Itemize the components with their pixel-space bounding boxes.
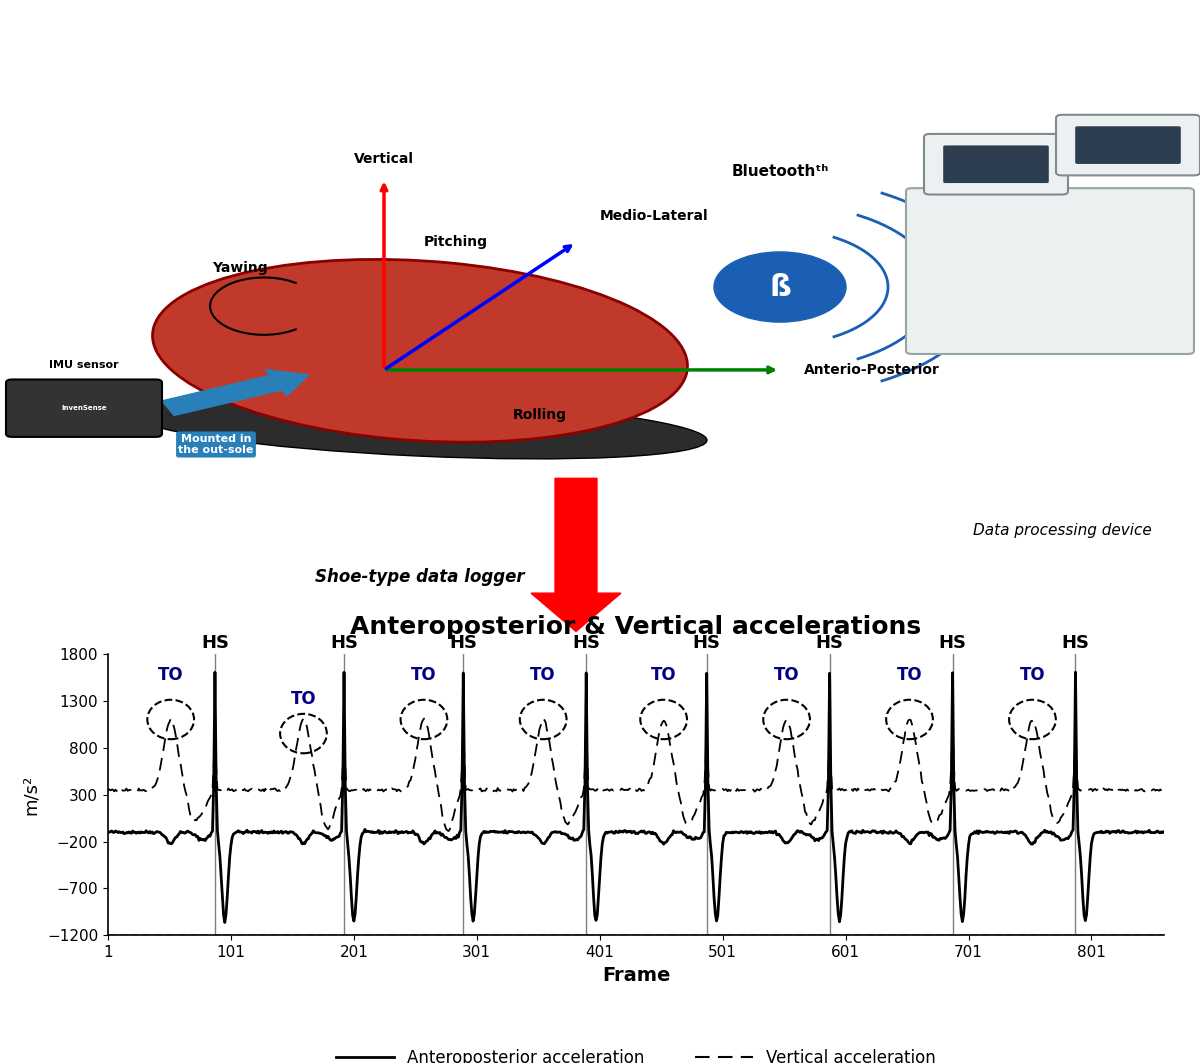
Vertical acceleration: [1157, 783, 1171, 796]
Text: TO: TO: [774, 665, 799, 684]
Text: Anterio-Posterior: Anterio-Posterior: [804, 362, 940, 377]
Anteroposterior acceleration: [206, 777, 221, 790]
Anteroposterior acceleration: [270, 825, 284, 838]
Circle shape: [714, 252, 846, 322]
Text: IMU sensor: IMU sensor: [49, 360, 119, 370]
Vertical acceleration: [442, 825, 456, 838]
Legend: Anteroposterior acceleration, Vertical acceleration: Anteroposterior acceleration, Vertical a…: [329, 1042, 943, 1063]
Text: HS: HS: [938, 634, 966, 652]
Line: Vertical acceleration: Vertical acceleration: [108, 719, 1164, 831]
Text: HS: HS: [449, 634, 478, 652]
Vertical acceleration: [416, 712, 431, 725]
Text: TO: TO: [650, 665, 677, 684]
Text: TO: TO: [412, 665, 437, 684]
Text: Vertical: Vertical: [354, 152, 414, 166]
Text: Data processing device: Data processing device: [973, 523, 1151, 538]
Vertical acceleration: [101, 783, 115, 796]
Vertical acceleration: [944, 758, 959, 771]
Text: TO: TO: [1020, 665, 1045, 684]
Vertical acceleration: [269, 783, 283, 796]
FancyBboxPatch shape: [1056, 115, 1200, 175]
Anteroposterior acceleration: [217, 916, 232, 929]
Line: Anteroposterior acceleration: Anteroposterior acceleration: [108, 672, 1164, 923]
Text: Rolling: Rolling: [514, 407, 568, 422]
Text: HS: HS: [816, 634, 844, 652]
FancyBboxPatch shape: [906, 188, 1194, 354]
FancyBboxPatch shape: [943, 146, 1049, 183]
Text: InvenSense: InvenSense: [61, 405, 107, 411]
Vertical acceleration: [782, 719, 797, 731]
Vertical acceleration: [275, 784, 289, 797]
Ellipse shape: [133, 395, 707, 459]
Text: HS: HS: [692, 634, 721, 652]
Text: HS: HS: [572, 634, 600, 652]
Text: TO: TO: [530, 665, 556, 684]
Vertical acceleration: [215, 783, 229, 796]
Text: Yawing: Yawing: [212, 260, 268, 275]
Title: Anteroposterior & Vertical accelerations: Anteroposterior & Vertical accelerations: [350, 615, 922, 639]
Text: Shoe-type data logger: Shoe-type data logger: [316, 568, 524, 586]
Text: HS: HS: [1062, 634, 1090, 652]
Y-axis label: m/s²: m/s²: [22, 775, 40, 814]
Anteroposterior acceleration: [101, 825, 115, 838]
Text: TO: TO: [290, 690, 317, 708]
X-axis label: Frame: Frame: [602, 965, 670, 984]
FancyBboxPatch shape: [924, 134, 1068, 195]
Ellipse shape: [152, 259, 688, 442]
Text: HS: HS: [330, 634, 358, 652]
Vertical acceleration: [206, 760, 221, 773]
Text: HS: HS: [200, 634, 229, 652]
FancyBboxPatch shape: [6, 379, 162, 437]
Text: TO: TO: [158, 665, 184, 684]
FancyArrow shape: [530, 478, 622, 631]
Anteroposterior acceleration: [1157, 825, 1171, 838]
Text: TO: TO: [896, 665, 923, 684]
Text: Mounted in
the out-sole: Mounted in the out-sole: [179, 434, 253, 455]
Text: Pitching: Pitching: [424, 235, 488, 250]
Text: Bluetoothᵗʰ: Bluetoothᵗʰ: [731, 164, 829, 179]
FancyArrow shape: [162, 370, 308, 416]
Anteroposterior acceleration: [781, 837, 796, 849]
FancyBboxPatch shape: [1075, 126, 1181, 164]
Anteroposterior acceleration: [943, 824, 958, 837]
Text: Medio-Lateral: Medio-Lateral: [600, 209, 709, 223]
Anteroposterior acceleration: [1068, 665, 1082, 678]
Anteroposterior acceleration: [215, 891, 229, 904]
Text: ß: ß: [769, 272, 791, 302]
Anteroposterior acceleration: [276, 826, 290, 839]
